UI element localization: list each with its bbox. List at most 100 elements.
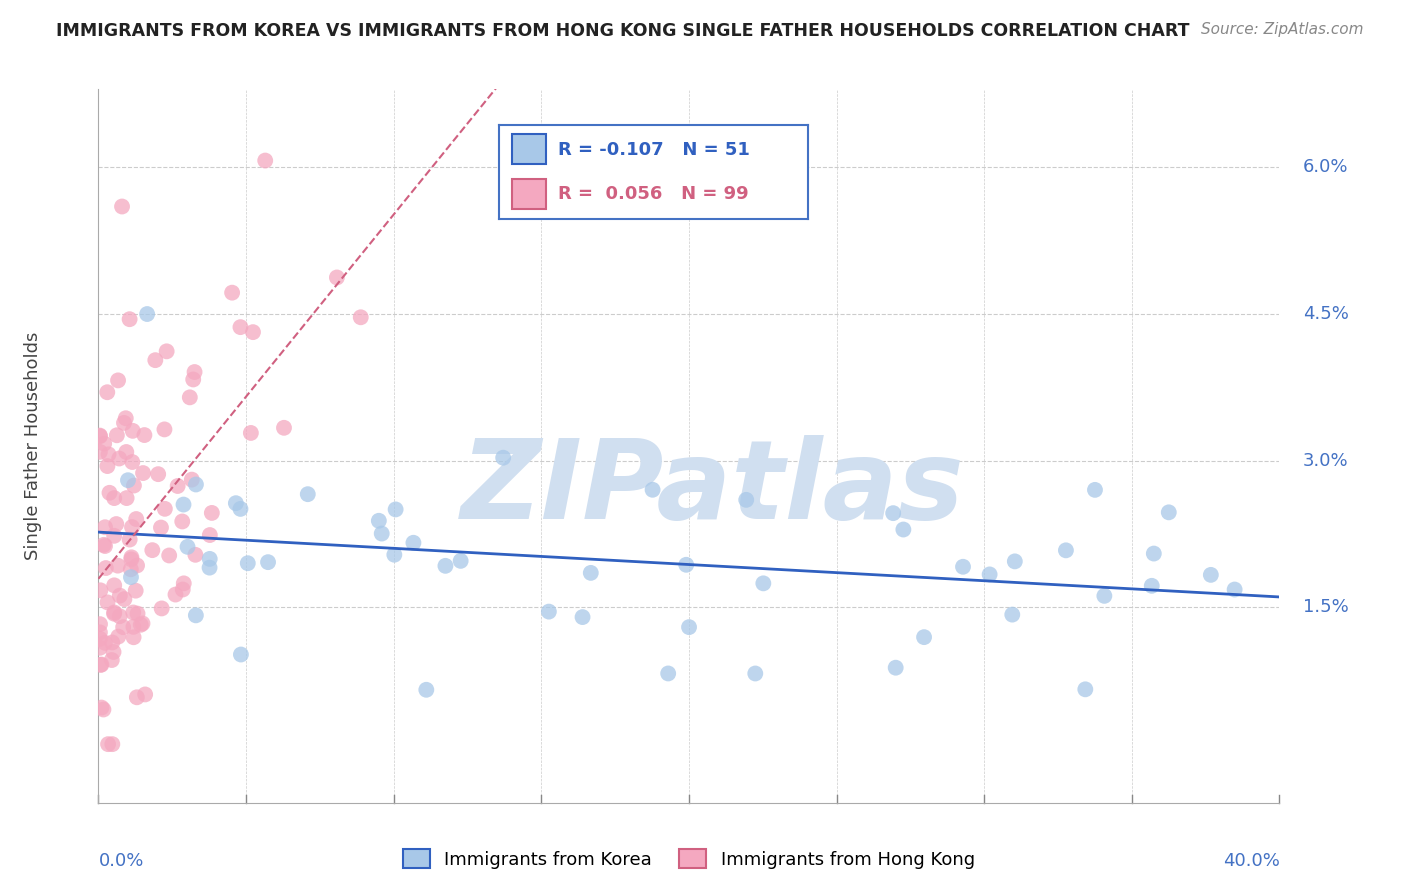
Point — [229, 648, 252, 662]
Point — [141, 543, 163, 558]
Point — [103, 645, 125, 659]
Point — [641, 483, 664, 497]
Point — [103, 491, 125, 505]
Point — [121, 520, 143, 534]
Point — [402, 535, 425, 549]
Point — [257, 555, 280, 569]
Point — [114, 411, 136, 425]
Point — [657, 666, 679, 681]
Text: 6.0%: 6.0% — [1303, 159, 1348, 177]
Point — [90, 700, 112, 714]
Point — [103, 529, 125, 543]
Point — [180, 473, 202, 487]
Point — [96, 459, 118, 474]
Point — [173, 498, 195, 512]
Point — [326, 270, 349, 285]
Point — [94, 539, 117, 553]
Point — [492, 450, 515, 465]
Point — [952, 559, 974, 574]
Point — [1223, 582, 1246, 597]
Point — [179, 390, 201, 404]
Point — [103, 606, 125, 620]
Point — [103, 607, 125, 621]
Point — [108, 609, 131, 624]
Point — [120, 562, 142, 576]
Point — [118, 533, 141, 547]
Point — [129, 617, 152, 632]
Point — [384, 502, 406, 516]
Point — [183, 365, 205, 379]
Point — [101, 635, 124, 649]
Point — [112, 620, 135, 634]
Point — [134, 688, 156, 702]
Point — [198, 528, 221, 542]
Point — [884, 661, 907, 675]
Point — [184, 608, 207, 623]
Point — [121, 424, 143, 438]
Point — [675, 558, 697, 572]
Point — [176, 540, 198, 554]
Point — [112, 416, 135, 430]
Text: IMMIGRANTS FROM KOREA VS IMMIGRANTS FROM HONG KONG SINGLE FATHER HOUSEHOLDS CORR: IMMIGRANTS FROM KOREA VS IMMIGRANTS FROM… — [56, 22, 1189, 40]
Point — [94, 520, 117, 534]
Text: R =  0.056   N = 99: R = 0.056 N = 99 — [558, 186, 748, 203]
Point — [735, 492, 758, 507]
Point — [242, 325, 264, 339]
Point — [89, 632, 111, 646]
Point — [89, 583, 111, 598]
Point — [132, 466, 155, 480]
Point — [198, 560, 221, 574]
Point — [89, 445, 111, 459]
Point — [537, 605, 560, 619]
Point — [111, 200, 134, 214]
Point — [173, 576, 195, 591]
Point — [350, 310, 373, 325]
Point — [122, 478, 145, 492]
Point — [1157, 505, 1180, 519]
Point — [125, 690, 148, 705]
Point — [1004, 554, 1026, 568]
Point — [912, 630, 935, 644]
Point — [571, 610, 593, 624]
Point — [882, 506, 904, 520]
Point — [148, 467, 170, 482]
Point — [221, 285, 243, 300]
Point — [101, 653, 124, 667]
Point — [434, 558, 457, 573]
Point — [93, 702, 115, 716]
Point — [105, 428, 128, 442]
Point — [744, 666, 766, 681]
Point — [273, 421, 295, 435]
Point — [125, 512, 148, 526]
Point — [97, 447, 120, 461]
Point — [156, 344, 179, 359]
Point — [107, 373, 129, 387]
Point — [1199, 567, 1222, 582]
Point — [112, 592, 135, 607]
Point — [90, 657, 112, 672]
Point — [108, 451, 131, 466]
Point — [98, 485, 121, 500]
Point — [122, 606, 145, 620]
Point — [94, 636, 117, 650]
Point — [198, 552, 221, 566]
Point — [97, 737, 120, 751]
Text: 3.0%: 3.0% — [1303, 451, 1348, 470]
Point — [136, 307, 159, 321]
Point — [120, 550, 142, 565]
Point — [1074, 682, 1097, 697]
Point — [94, 561, 117, 575]
Point — [107, 558, 129, 573]
Text: 40.0%: 40.0% — [1223, 852, 1279, 870]
Point — [370, 526, 392, 541]
Text: Source: ZipAtlas.com: Source: ZipAtlas.com — [1201, 22, 1364, 37]
Text: Single Father Households: Single Father Households — [24, 332, 42, 560]
Point — [752, 576, 775, 591]
Point — [122, 620, 145, 634]
Point — [579, 566, 602, 580]
Point — [172, 515, 194, 529]
Point — [105, 517, 128, 532]
Point — [229, 320, 252, 334]
Text: R = -0.107   N = 51: R = -0.107 N = 51 — [558, 141, 749, 159]
Point — [120, 570, 142, 584]
